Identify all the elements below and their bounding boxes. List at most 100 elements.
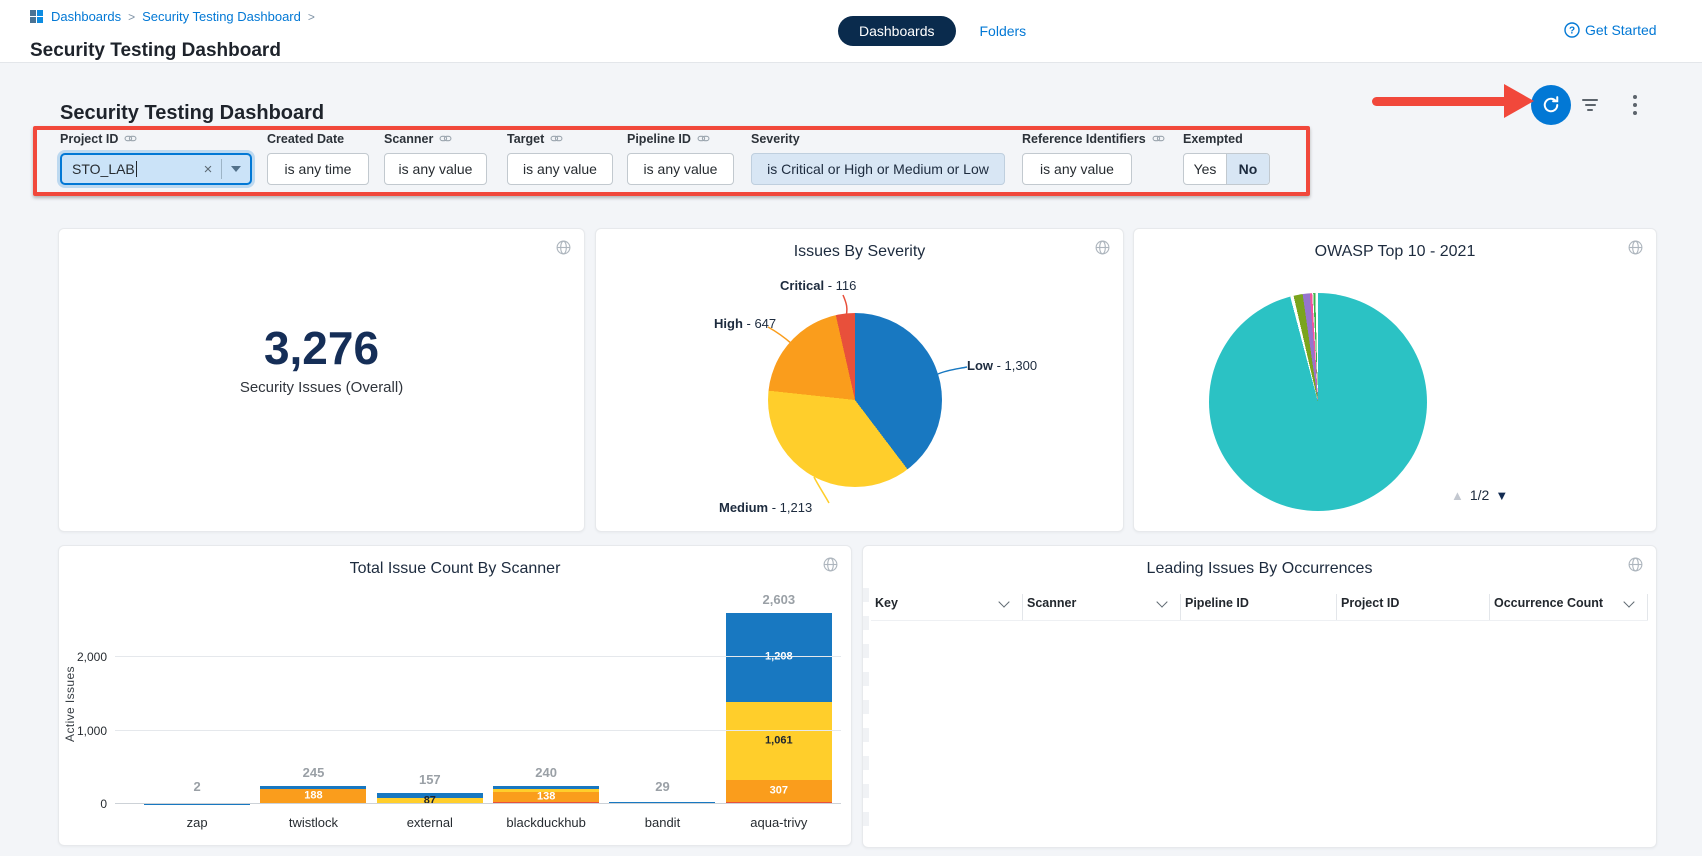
filter-target: Target is any value xyxy=(507,131,613,185)
chart-title: Issues By Severity xyxy=(596,243,1123,261)
text-cursor xyxy=(136,161,137,177)
annotation-arrow xyxy=(1372,97,1510,106)
column-header-project-id[interactable]: Project ID xyxy=(1337,594,1490,620)
scanner-filter-button[interactable]: is any value xyxy=(384,153,487,185)
page-down-icon[interactable]: ▼ xyxy=(1495,488,1508,503)
page-indicator: 1/2 xyxy=(1470,487,1489,503)
bar-total-label: 2 xyxy=(139,779,255,794)
pie-pagination: ▲ 1/2 ▼ xyxy=(1451,487,1508,503)
header-tabs: Dashboards Folders xyxy=(838,16,1026,46)
filter-created-date: Created Date is any time xyxy=(267,131,369,185)
refresh-icon xyxy=(1541,95,1561,115)
tab-folders[interactable]: Folders xyxy=(980,23,1027,39)
pipeline-id-filter-button[interactable]: is any value xyxy=(627,153,734,185)
bar-total-label: 240 xyxy=(488,765,604,780)
bar-segment-medium-aqua-trivy[interactable]: 1,061 xyxy=(726,702,832,780)
globe-icon[interactable] xyxy=(1094,239,1111,256)
bar-column-blackduckhub: 138240blackduckhub xyxy=(488,606,604,804)
link-icon xyxy=(1152,132,1165,145)
filter-exempted: Exempted Yes No xyxy=(1183,131,1270,185)
bar-total-label: 2,603 xyxy=(721,592,837,607)
bar-segment-high-blackduckhub[interactable]: 138 xyxy=(493,792,599,802)
annotation-arrow-head xyxy=(1504,84,1534,118)
exempted-no-option[interactable]: No xyxy=(1226,154,1269,184)
get-started-link[interactable]: ? Get Started xyxy=(1564,22,1657,38)
clear-icon[interactable]: × xyxy=(195,161,221,178)
severity-filter-chip[interactable]: is Critical or High or Medium or Low xyxy=(751,153,1005,185)
y-axis-tick: 0 xyxy=(61,797,107,811)
gridline xyxy=(115,730,841,731)
project-id-value[interactable]: STO_LAB xyxy=(62,161,195,177)
bar-segment-label: 1,061 xyxy=(726,735,832,746)
reference-identifiers-filter-button[interactable]: is any value xyxy=(1022,153,1132,185)
kebab-menu-icon[interactable] xyxy=(1633,95,1637,119)
leading-issues-by-occurrences-card: Leading Issues By Occurrences Key Scanne… xyxy=(862,545,1657,848)
chart-title: Total Issue Count By Scanner xyxy=(59,560,851,578)
owasp-top-10-pie[interactable] xyxy=(1209,293,1427,511)
column-header-scanner[interactable]: Scanner xyxy=(1023,594,1181,620)
link-icon xyxy=(550,132,563,145)
dashboard-filters-button[interactable] xyxy=(1580,99,1600,114)
bar-stack: 138 xyxy=(493,786,599,804)
pie-label-low: Low - 1,300 xyxy=(967,358,1037,373)
globe-icon[interactable] xyxy=(822,556,839,573)
security-issues-count: 3,276 xyxy=(59,321,584,375)
screen: Dashboards > Security Testing Dashboard … xyxy=(0,0,1702,856)
chevron-down-icon[interactable] xyxy=(998,596,1009,607)
bar-segment-low-aqua-trivy[interactable]: 1,208 xyxy=(726,613,832,702)
chevron-down-icon[interactable] xyxy=(1623,596,1634,607)
created-date-filter-button[interactable]: is any time xyxy=(267,153,369,185)
bar-segment-label: 307 xyxy=(726,785,832,796)
link-icon xyxy=(697,132,710,145)
bar-column-aqua-trivy: 1,2081,0613072,603aqua-trivy xyxy=(721,606,837,804)
chevron-down-icon[interactable] xyxy=(1156,596,1167,607)
target-filter-button[interactable]: is any value xyxy=(507,153,613,185)
bar-column-bandit: 29bandit xyxy=(604,606,720,804)
filter-reference-identifiers: Reference Identifiers is any value xyxy=(1022,131,1165,185)
x-axis-category-label: external xyxy=(372,815,488,830)
get-started-label: Get Started xyxy=(1585,22,1657,38)
filter-scanner: Scanner is any value xyxy=(384,131,487,185)
bar-segment-label: 138 xyxy=(493,791,599,802)
refresh-button[interactable] xyxy=(1531,85,1571,125)
globe-icon[interactable] xyxy=(1627,556,1644,573)
breadcrumb-security-testing-dashboard[interactable]: Security Testing Dashboard xyxy=(142,9,301,24)
dashboards-grid-icon xyxy=(30,10,44,24)
owasp-top-10-card: OWASP Top 10 - 2021 ▲ 1/2 ▼ xyxy=(1133,228,1657,532)
issues-by-severity-pie[interactable] xyxy=(768,313,942,487)
y-axis-tick: 1,000 xyxy=(61,724,107,738)
callout-line-low xyxy=(938,367,967,374)
bar-segment-high-aqua-trivy[interactable]: 307 xyxy=(726,780,832,803)
tab-dashboards[interactable]: Dashboards xyxy=(838,16,956,46)
breadcrumb-separator: > xyxy=(128,10,135,24)
column-header-pipeline-id[interactable]: Pipeline ID xyxy=(1181,594,1337,620)
globe-icon[interactable] xyxy=(555,239,572,256)
breadcrumb-dashboards[interactable]: Dashboards xyxy=(51,9,121,24)
bar-segment-label: 1,208 xyxy=(726,652,832,663)
page-up-icon[interactable]: ▲ xyxy=(1451,488,1464,503)
bar-stack: 188 xyxy=(260,786,366,804)
filter-severity: Severity is Critical or High or Medium o… xyxy=(751,131,1005,185)
bar-total-label: 245 xyxy=(255,765,371,780)
dropdown-caret-icon[interactable] xyxy=(222,166,250,172)
x-axis-category-label: zap xyxy=(139,815,255,830)
y-axis-tick: 2,000 xyxy=(61,650,107,664)
bar-column-zap: 2zap xyxy=(139,606,255,804)
x-axis-category-label: bandit xyxy=(604,815,720,830)
link-icon xyxy=(439,132,452,145)
exempted-yes-option[interactable]: Yes xyxy=(1184,154,1226,184)
top-header: Dashboards > Security Testing Dashboard … xyxy=(0,0,1702,63)
bar-total-label: 29 xyxy=(604,779,720,794)
globe-icon[interactable] xyxy=(1627,239,1644,256)
bars-row: 2zap188245twistlock87157external138240bl… xyxy=(139,606,837,804)
bar-segment-high-twistlock[interactable]: 188 xyxy=(260,789,366,803)
filter-project-id: Project ID STO_LAB × xyxy=(60,131,252,185)
exempted-toggle: Yes No xyxy=(1183,153,1270,185)
total-issue-count-by-scanner-card: Total Issue Count By Scanner Active Issu… xyxy=(58,545,852,846)
project-id-combobox[interactable]: STO_LAB × xyxy=(60,153,252,185)
column-header-key[interactable]: Key xyxy=(871,594,1023,620)
bar-column-twistlock: 188245twistlock xyxy=(255,606,371,804)
pie-label-high: High - 647 xyxy=(714,316,776,331)
pie-label-critical: Critical - 116 xyxy=(780,278,856,293)
column-header-occurrence-count[interactable]: Occurrence Count xyxy=(1490,594,1648,620)
